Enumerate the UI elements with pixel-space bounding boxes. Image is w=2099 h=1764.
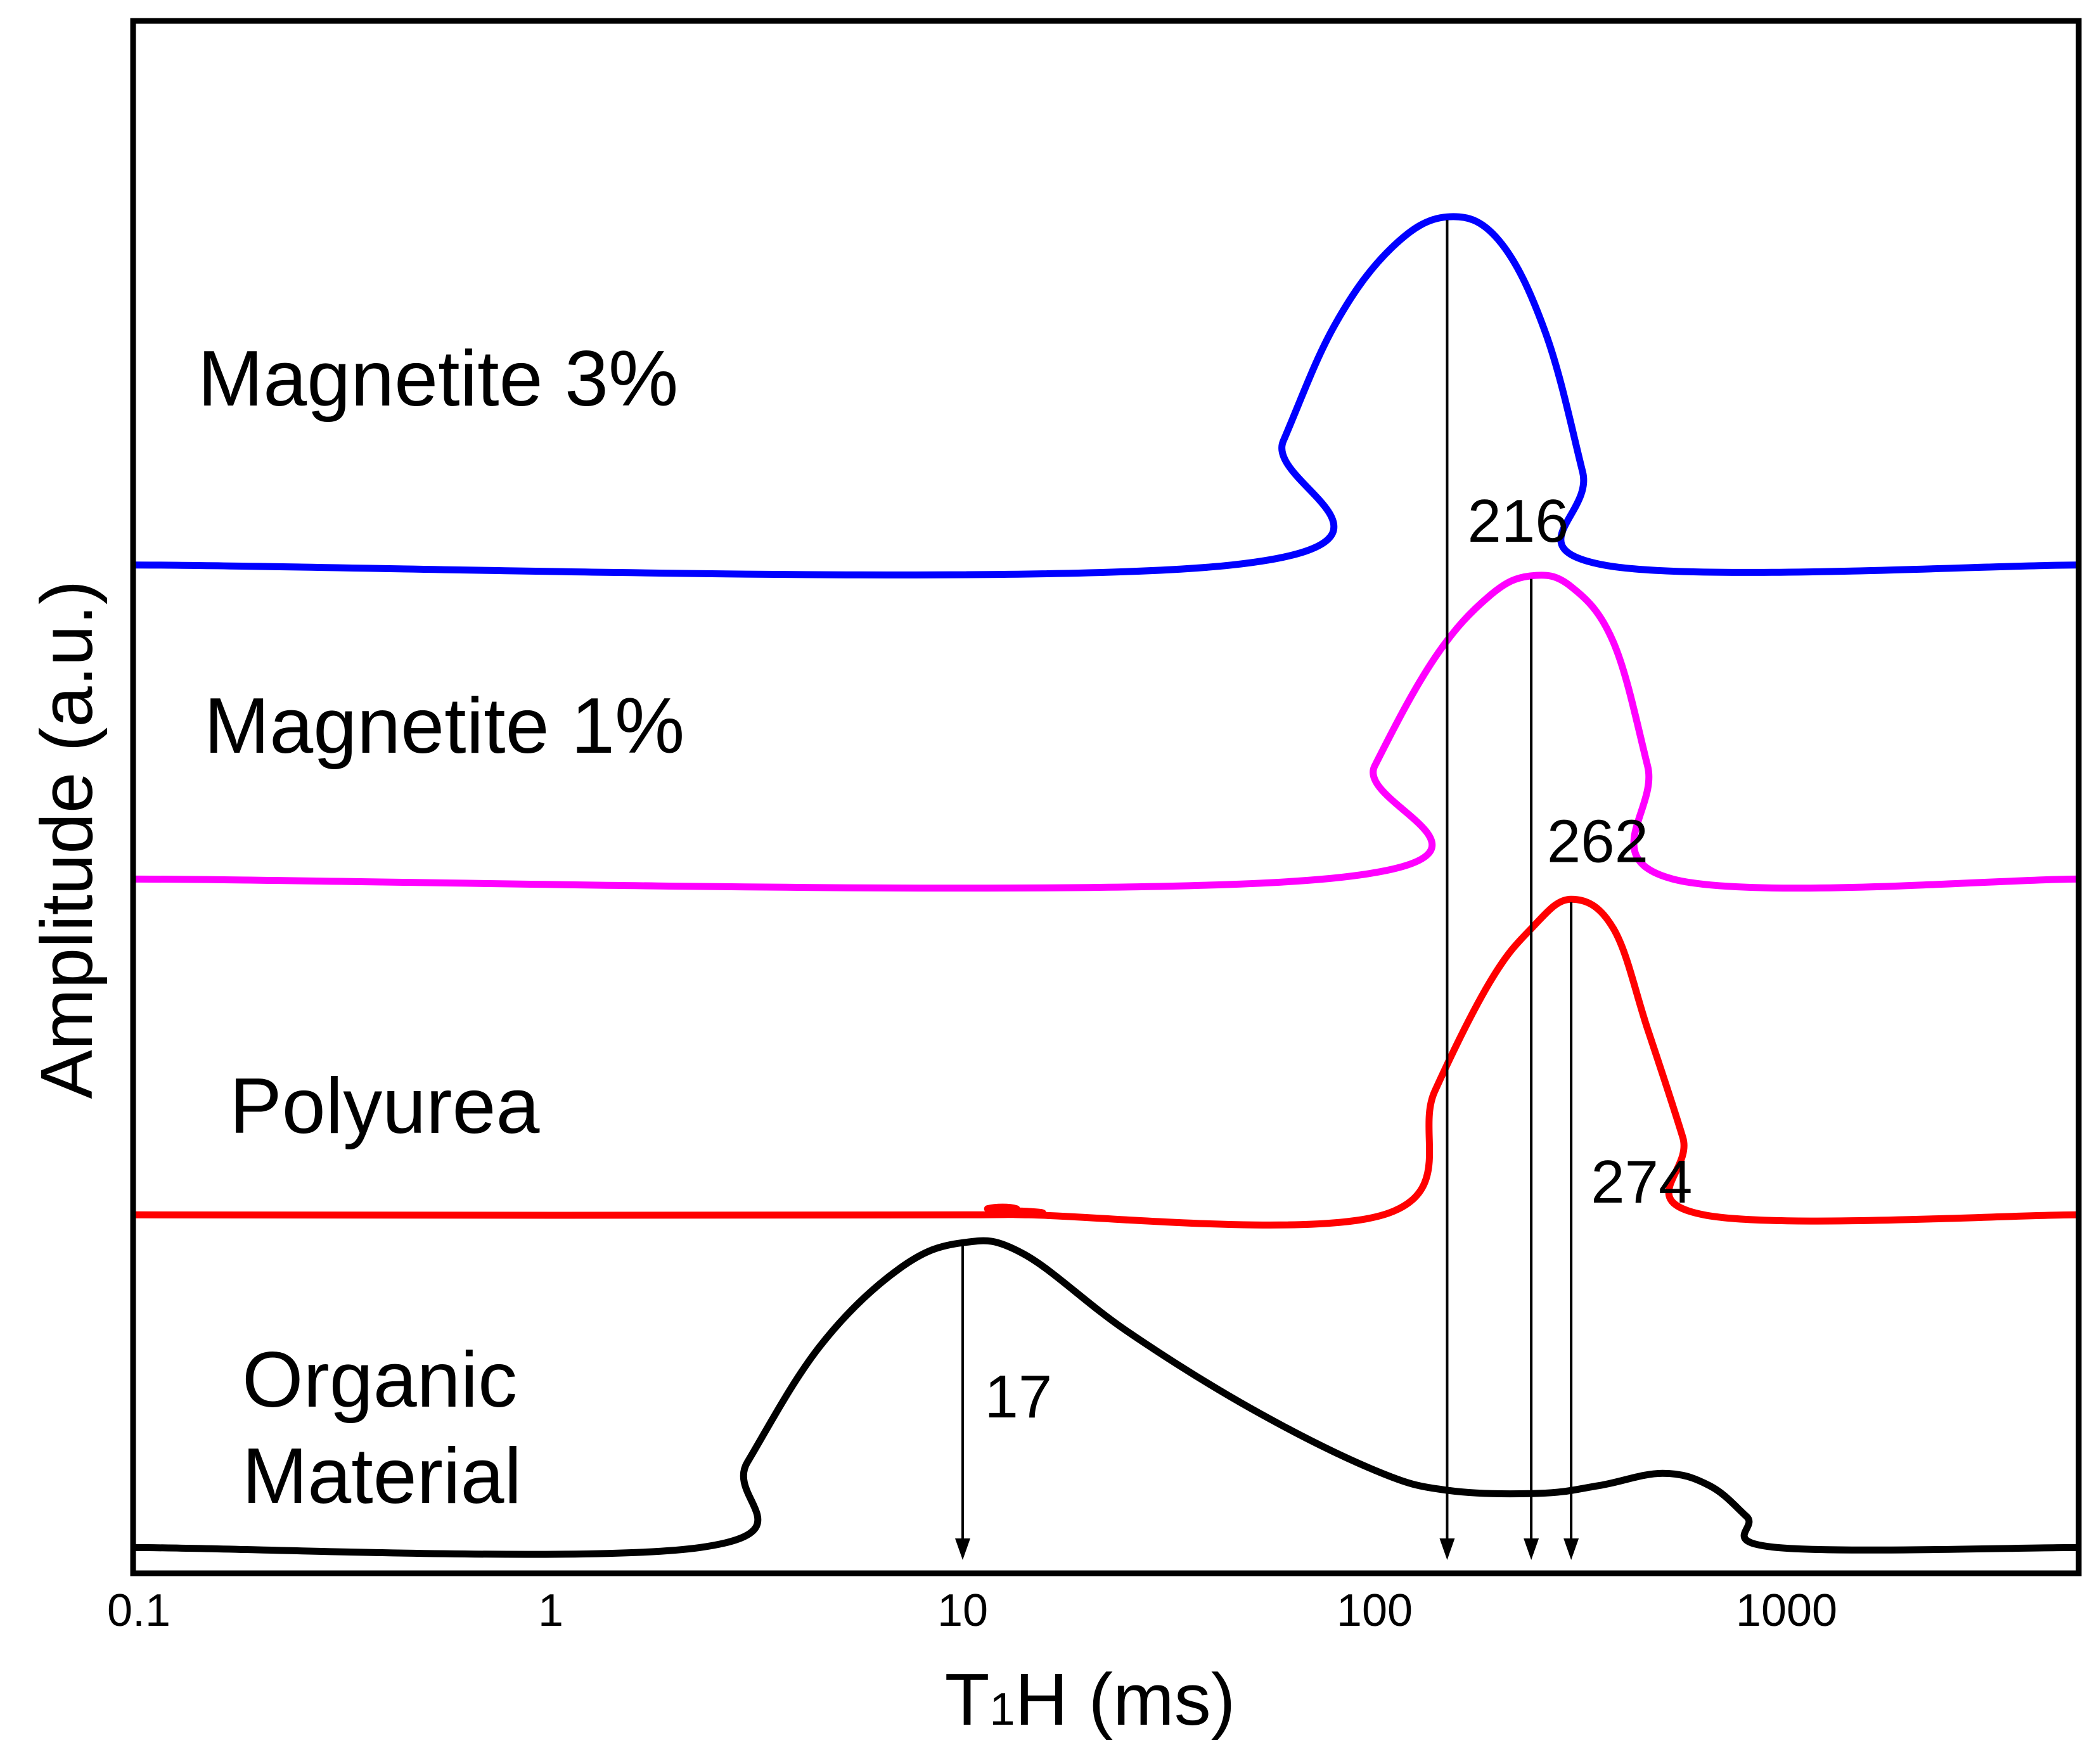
plot-frame (130, 18, 2082, 1576)
x-tick-label: 1000 (1736, 1585, 1837, 1636)
x-tick-label: 100 (1337, 1585, 1413, 1636)
peak-annotation-274: 274 (1563, 902, 1692, 1560)
x-tick-label: 0.1 (107, 1585, 170, 1636)
series-line-magnetite-1 (132, 572, 2080, 892)
peak-arrowhead (1563, 1538, 1579, 1560)
peak-label: 17 (985, 1363, 1053, 1431)
series-layer (132, 213, 2080, 1558)
x-tick-layer: 0.1 1 10 100 1000 (107, 1585, 1837, 1636)
series-line-organic-material (132, 1237, 2080, 1558)
series-label-organic-material: Organic Material (242, 1336, 522, 1520)
series-label-layer: Magnetite 3% Magnetite 1% Polyurea Organic M… (198, 335, 684, 1520)
peak-label: 216 (1467, 487, 1569, 555)
peak-annotation-17: 17 (955, 1244, 1052, 1560)
annotation-layer: 216 262 274 17 (955, 220, 1692, 1560)
peak-annotation-216: 216 (1439, 220, 1569, 1560)
x-axis-title-main: T (945, 1658, 990, 1741)
peak-annotation-262: 262 (1524, 578, 1648, 1560)
x-axis-title-subscript: 1 (989, 1684, 1015, 1735)
series-line-polyurea (132, 895, 2080, 1229)
peak-label: 274 (1591, 1148, 1692, 1216)
series-label-magnetite-3: Magnetite 3% (198, 335, 678, 423)
peak-arrowhead (955, 1538, 970, 1560)
peak-arrowhead (1439, 1538, 1455, 1560)
series-label-line: Magnetite 3% (198, 335, 678, 423)
series-label-line: Material (242, 1433, 522, 1520)
x-tick-label: 1 (538, 1585, 563, 1636)
peak-arrowhead (1524, 1538, 1539, 1560)
series-label-magnetite-1: Magnetite 1% (204, 682, 684, 770)
x-axis-title: T1H (ms) (945, 1658, 1236, 1741)
series-label-polyurea: Polyurea (229, 1063, 539, 1150)
y-axis-title: Amplitude (a.u.) (25, 580, 108, 1099)
x-tick-label: 10 (937, 1585, 988, 1636)
series-label-line: Polyurea (229, 1063, 539, 1150)
x-axis-title-rest: H (ms) (1015, 1658, 1236, 1741)
series-line-magnetite-3 (132, 213, 2080, 578)
series-label-line: Magnetite 1% (204, 682, 684, 770)
series-label-line: Organic (242, 1336, 517, 1424)
peak-label: 262 (1547, 808, 1648, 876)
